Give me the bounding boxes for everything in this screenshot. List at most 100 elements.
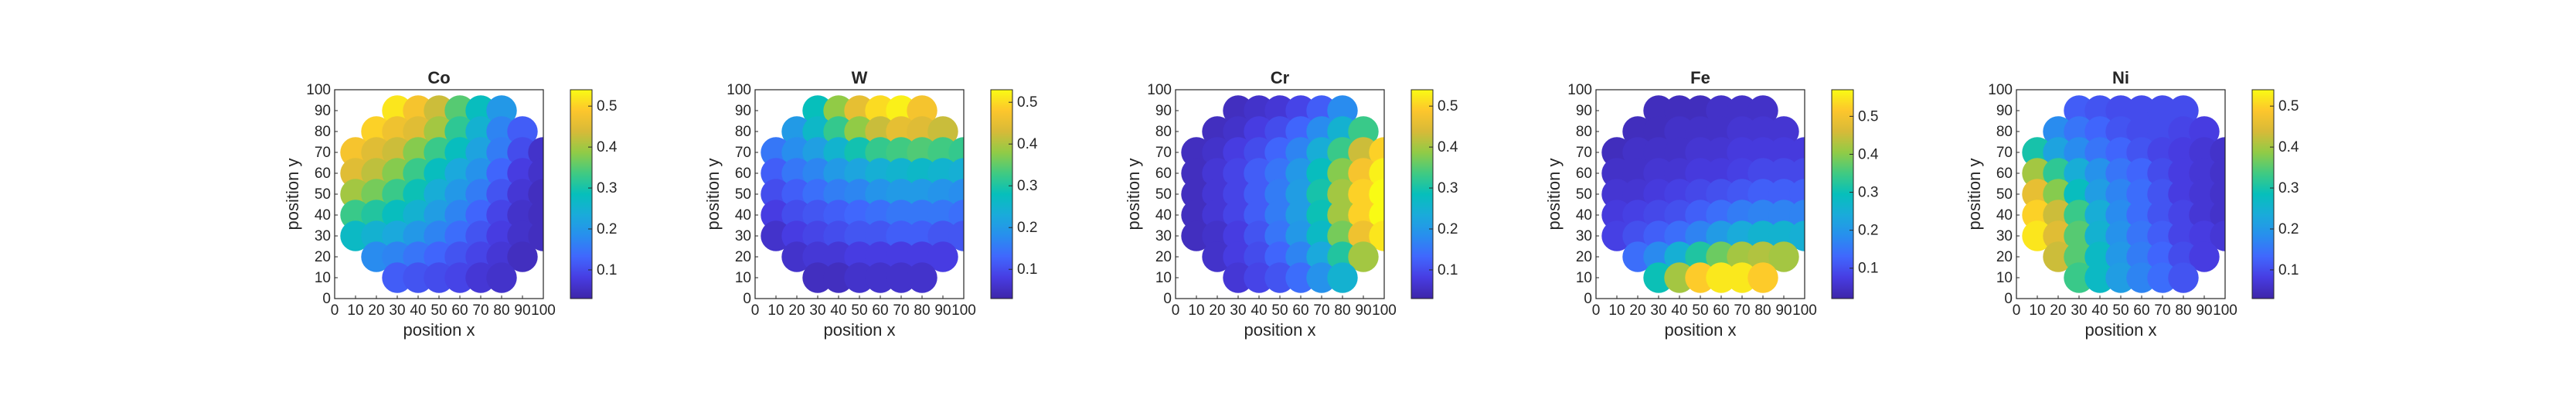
colorbar-tick-label: 0.3	[2278, 180, 2299, 196]
data-point	[1643, 241, 1674, 272]
data-point	[1306, 116, 1337, 147]
data-point	[781, 116, 812, 147]
data-point	[1348, 200, 1379, 231]
y-tick-label: 20	[1155, 249, 1172, 265]
data-point	[2189, 220, 2220, 251]
data-point	[1622, 200, 1653, 231]
data-point	[1643, 137, 1674, 168]
data-point	[1664, 158, 1695, 189]
data-point	[1747, 241, 1778, 272]
data-point	[823, 95, 854, 126]
data-point	[844, 179, 875, 210]
x-tick-label: 30	[1230, 302, 1246, 319]
y-axis-label: position y	[1965, 159, 1984, 231]
chart-title: Co	[427, 68, 450, 87]
x-tick-label: 40	[1671, 302, 1687, 319]
data-point	[927, 200, 958, 231]
data-point	[2147, 179, 2178, 210]
x-axis-label: position x	[1665, 320, 1737, 340]
data-point	[2022, 158, 2053, 189]
data-point	[1768, 179, 1799, 210]
y-tick-label: 90	[1576, 103, 1592, 119]
x-tick-label: 70	[1313, 302, 1329, 319]
data-point	[1306, 220, 1337, 251]
data-point	[865, 262, 896, 293]
data-point	[2147, 116, 2178, 147]
data-point	[424, 241, 454, 272]
data-point	[507, 158, 538, 189]
data-point	[1727, 241, 1758, 272]
colorbar-tick-label: 0.2	[1017, 220, 1037, 236]
chart-title: Cr	[1271, 68, 1290, 87]
data-point	[2043, 137, 2074, 168]
data-point	[2064, 220, 2094, 251]
x-tick-label: 10	[1188, 302, 1204, 319]
data-point	[465, 95, 496, 126]
data-point	[1181, 220, 1212, 251]
data-point	[1181, 137, 1212, 168]
data-point	[907, 179, 938, 210]
data-point	[1789, 220, 1805, 251]
data-point	[465, 262, 496, 293]
data-point	[844, 241, 875, 272]
data-point	[2105, 137, 2136, 168]
data-point	[1768, 116, 1799, 147]
data-point	[2022, 220, 2053, 251]
data-point	[1601, 137, 1632, 168]
data-point	[1264, 241, 1295, 272]
data-point	[2022, 179, 2053, 210]
colorbar-tick-label: 0.2	[2278, 221, 2299, 237]
x-tick-label: 70	[2154, 302, 2170, 319]
y-axis-label: position y	[1544, 159, 1564, 231]
data-point	[465, 137, 496, 168]
data-point	[1264, 262, 1295, 293]
data-point	[2105, 95, 2136, 126]
colorbar-tick-label: 0.5	[1017, 94, 1037, 111]
data-point	[1768, 137, 1799, 168]
data-point	[361, 220, 392, 251]
y-tick-label: 10	[1996, 270, 2013, 286]
data-point	[1327, 200, 1358, 231]
data-point	[2064, 262, 2094, 293]
data-point	[802, 179, 833, 210]
data-point	[1244, 241, 1274, 272]
x-tick-label: 20	[788, 302, 805, 319]
data-point	[907, 200, 938, 231]
data-point	[1747, 137, 1778, 168]
data-point	[823, 137, 854, 168]
data-point	[2147, 262, 2178, 293]
data-point	[1747, 158, 1778, 189]
data-point	[802, 95, 833, 126]
data-point	[424, 262, 454, 293]
x-tick-label: 90	[934, 302, 951, 319]
x-tick-label: 90	[514, 302, 530, 319]
data-point	[2084, 95, 2115, 126]
data-point	[948, 220, 964, 251]
data-point	[865, 200, 896, 231]
data-point	[1622, 116, 1653, 147]
x-tick-label: 30	[1650, 302, 1666, 319]
data-point	[2189, 116, 2220, 147]
data-point	[781, 137, 812, 168]
data-point	[844, 220, 875, 251]
data-point	[2064, 116, 2094, 147]
data-point	[1622, 241, 1653, 272]
data-point	[486, 220, 517, 251]
data-point	[2084, 158, 2115, 189]
data-point	[2043, 158, 2074, 189]
y-tick-label: 100	[306, 82, 331, 98]
data-point	[2147, 137, 2178, 168]
data-point	[1348, 241, 1379, 272]
y-tick-label: 30	[735, 228, 751, 244]
markers	[340, 95, 543, 293]
x-tick-label: 0	[1592, 302, 1601, 319]
data-point	[382, 241, 413, 272]
y-tick-label: 20	[1996, 249, 2013, 265]
data-point	[844, 158, 875, 189]
data-point	[1202, 137, 1233, 168]
data-point	[424, 95, 454, 126]
data-point	[1622, 137, 1653, 168]
data-point	[424, 179, 454, 210]
data-point	[1285, 95, 1316, 126]
